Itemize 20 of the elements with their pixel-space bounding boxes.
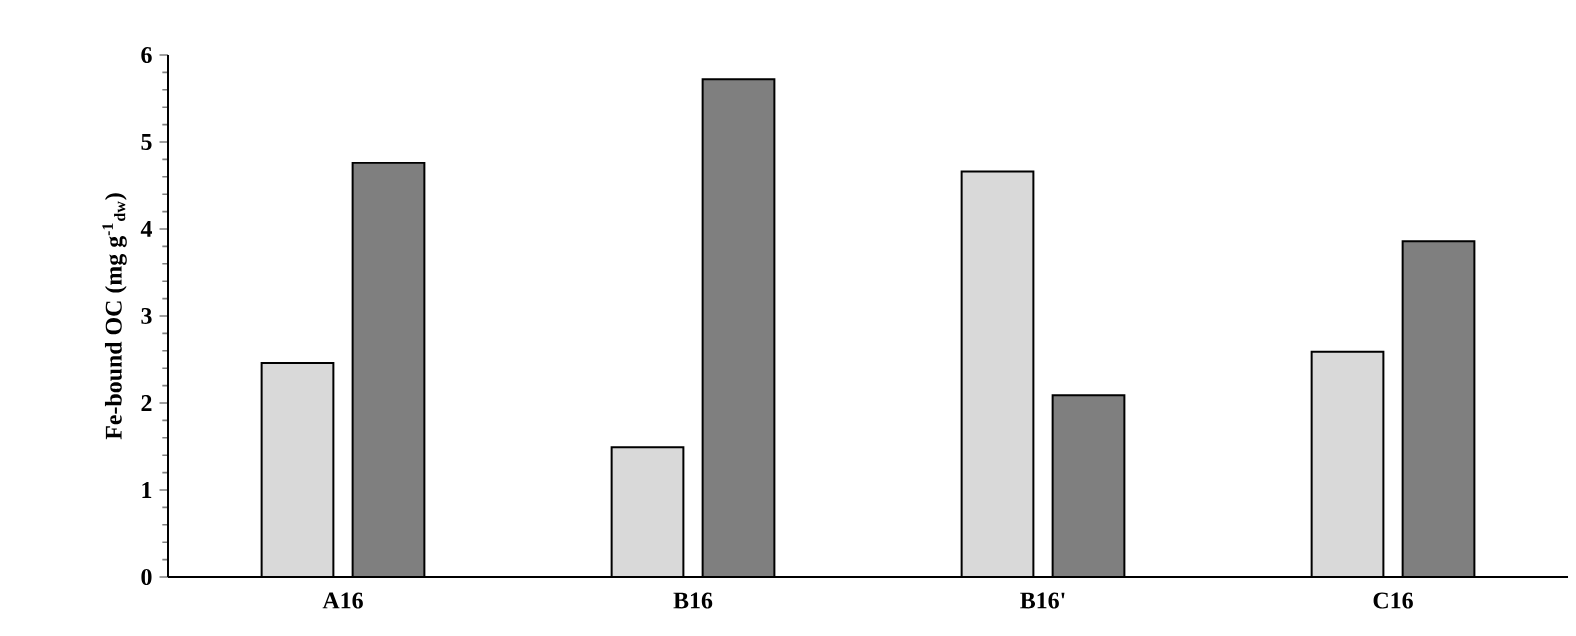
x-tick-label: B16'	[1020, 592, 1065, 609]
bar	[702, 79, 775, 577]
bar	[261, 362, 334, 577]
y-tick-label: 5	[141, 134, 152, 150]
x-tick-label: C16	[1373, 592, 1413, 609]
y-tick-label: 3	[141, 307, 152, 325]
x-tick-label: A16	[322, 592, 363, 609]
y-tick-label: 1	[142, 482, 152, 498]
bar	[961, 171, 1034, 577]
y-axis-title: Fe-bound OC (mg g$^{-1}$$_{dw}$)	[102, 193, 127, 440]
y-tick-label: 0	[141, 568, 152, 586]
bar	[1310, 350, 1385, 577]
bar	[611, 447, 684, 577]
bar	[352, 162, 425, 577]
bar	[1052, 395, 1125, 577]
x-tick-label: B16	[673, 592, 713, 609]
y-tick-label: 4	[140, 221, 152, 237]
y-tick-label: 6	[141, 46, 152, 64]
y-tick-label: 2	[141, 395, 152, 411]
bar	[1401, 240, 1476, 577]
